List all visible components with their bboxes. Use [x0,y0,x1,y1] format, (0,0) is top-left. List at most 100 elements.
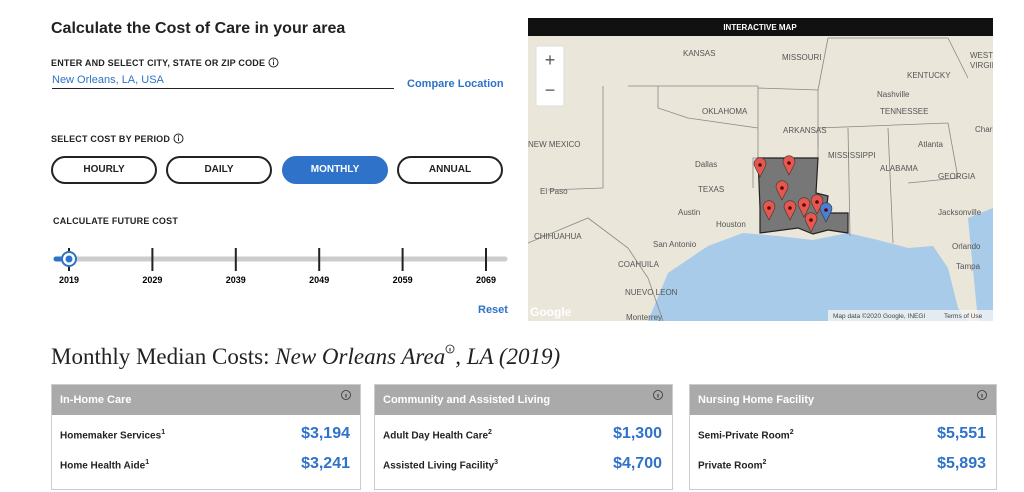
info-icon[interactable] [340,389,352,401]
map-pin[interactable] [762,200,776,221]
heading-text: Monthly Median Costs: [51,344,270,369]
period-button[interactable]: DAILY [166,156,272,184]
footnote: 3 [494,459,499,466]
location-input[interactable]: New Orleans, LA, USA [52,74,394,89]
cost-card: Community and Assisted Living Adult Day H… [374,384,673,490]
info-icon[interactable] [445,344,455,354]
terms-link[interactable]: Terms of Use [944,313,983,320]
cost-value: $1,300 [613,425,662,442]
label-text: SELECT COST BY PERIOD [51,134,171,144]
map-pin-dot [780,186,784,190]
cost-row: Homemaker Services1 $3,194 [52,425,360,459]
period-button[interactable]: HOURLY [51,156,157,184]
slider-knob-dot [65,255,73,263]
map-pin[interactable] [775,180,789,201]
gulf [648,233,968,321]
year-label: 2069 [476,275,496,285]
map-label: Nashville [877,90,910,99]
map-label: VIRGINIA [970,61,993,70]
map-pin-dot [815,200,819,204]
costs-heading: Monthly Median Costs: New Orleans Area , … [51,344,560,370]
map-label: TEXAS [698,185,724,194]
period-label: SELECT COST BY PERIOD [51,133,184,144]
map-label: WEST [970,51,993,60]
map-pin-dot [787,161,791,165]
year-slider[interactable]: 2019 2029 2039 2049 2059 2069 [40,240,520,292]
map-pin[interactable] [783,200,797,221]
service-name: Semi-Private Room [698,430,790,442]
info-icon[interactable] [173,133,184,144]
attribution-bar [828,310,993,321]
service-name: Assisted Living Facility [383,460,495,472]
cost-value: $3,194 [301,425,350,442]
label-text: ENTER AND SELECT CITY, STATE OR ZIP CODE [51,58,266,68]
map-label: MISSOURI [782,53,822,62]
card-header: Community and Assisted Living [375,385,672,415]
period-button[interactable]: ANNUAL [397,156,503,184]
map-label: Dallas [695,160,717,169]
area-name: New Orleans Area [275,344,446,369]
map-header-bar [528,18,993,36]
info-circle [653,390,663,400]
card-header: In-Home Care [52,385,360,415]
zoom-out[interactable]: − [545,80,556,100]
map-label: CHIHUAHUA [534,232,582,241]
card-title: In-Home Care [60,394,132,406]
future-label: CALCULATE FUTURE COST [53,216,179,226]
map-pin-dot [824,208,828,212]
map-label: OKLAHOMA [702,107,748,116]
location-label: ENTER AND SELECT CITY, STATE OR ZIP CODE [51,57,279,68]
map-pin[interactable] [782,155,796,176]
map-pin[interactable] [753,157,767,178]
map-pin-dot [788,206,792,210]
map-label: Orlando [952,242,981,251]
footnote: 1 [145,459,150,466]
info-icon[interactable] [268,57,279,68]
card-title: Nursing Home Facility [698,394,815,406]
cost-row: Private Room2 $5,893 [690,455,996,489]
cost-card: In-Home Care Homemaker Services1 $3,194 Hom… [51,384,361,490]
info-icon[interactable] [652,389,664,401]
map-label: Austin [678,208,700,217]
map-label: Monterrey [626,313,662,321]
cost-row: Semi-Private Room2 $5,551 [690,425,996,459]
map-label: El Paso [540,187,568,196]
cost-value: $5,893 [937,455,986,472]
map-pin[interactable] [810,194,824,215]
map-pin[interactable] [804,212,818,233]
attribution: Map data ©2020 Google, INEGI [833,312,925,320]
map-pin[interactable] [819,202,833,223]
info-icon[interactable] [976,389,988,401]
cost-row: Adult Day Health Care2 $1,300 [375,425,672,459]
service-name: Adult Day Health Care [383,430,489,442]
map-pin-dot [758,163,762,167]
map-label: MISSISSIPPI [828,151,876,160]
reset-link[interactable]: Reset [478,304,508,316]
map[interactable]: INTERACTIVE MAP KANSAS MISSOURI KENTUCKY WE… [528,18,993,321]
map-label: Google [530,305,572,319]
service-name: Home Health Aide [60,460,146,472]
compare-link[interactable]: Compare Location [407,78,504,90]
year-label: 2039 [226,275,246,285]
card-title: Community and Assisted Living [383,394,551,406]
map-pin[interactable] [797,197,811,218]
map-pin-dot [767,206,771,210]
map-header: INTERACTIVE MAP [723,23,797,32]
map-label: Jacksonville [938,208,982,217]
state-name: , LA (2019) [455,344,561,369]
info-circle [977,390,987,400]
map-label: Houston [716,220,746,229]
map-label: ARKANSAS [783,126,827,135]
info-circle [341,390,351,400]
map-label: KENTUCKY [907,71,951,80]
map-label: KANSAS [683,49,715,58]
map-label: Atlanta [918,140,943,149]
map-label: Tampa [956,262,981,271]
map-label: NUEVO LEON [625,288,678,297]
period-button[interactable]: MONTHLY [282,156,388,184]
card-header: Nursing Home Facility [690,385,996,415]
zoom-in[interactable]: + [545,50,556,70]
year-label: 2049 [309,275,329,285]
cost-value: $4,700 [613,455,662,472]
